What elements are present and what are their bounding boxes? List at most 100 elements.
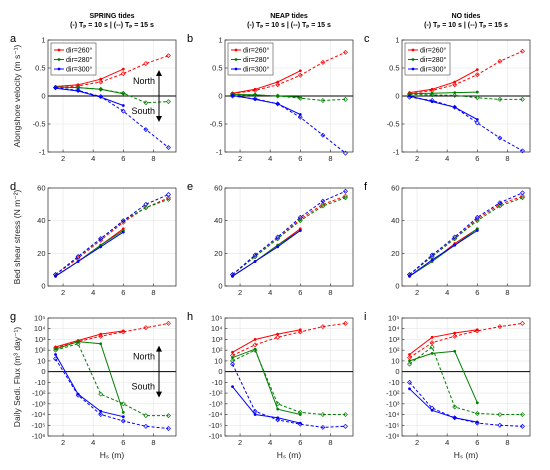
legend-label: dir=300° (420, 66, 447, 74)
tick-label-y: 20 (214, 249, 222, 258)
series-line-0 (232, 70, 301, 94)
north-label: North (133, 352, 155, 362)
panel-letter: e (187, 181, 193, 193)
legend-label: dir=280° (243, 56, 270, 64)
tick-label-y: 10³ (212, 335, 223, 344)
x-axis-label: Hₛ (m) (454, 450, 479, 460)
data-point (54, 353, 57, 356)
tick-label-x: 4 (268, 154, 272, 163)
series-line-3 (232, 197, 346, 275)
data-point (297, 409, 303, 415)
tick-label-y: 10⁵ (34, 314, 45, 323)
north-label: North (133, 76, 155, 86)
data-point (275, 93, 281, 99)
legend-label: dir=260° (66, 47, 93, 55)
tick-label-x: 6 (298, 288, 302, 297)
tick-label-y: 0 (218, 92, 222, 101)
tick-label-y: 10³ (389, 335, 400, 344)
data-point (430, 87, 434, 91)
panel-letter: b (187, 33, 193, 45)
data-point (143, 413, 149, 419)
data-point (452, 104, 458, 110)
data-point (120, 90, 126, 96)
data-point (429, 98, 435, 103)
data-point (76, 260, 80, 263)
data-point (252, 408, 258, 414)
data-point (342, 423, 348, 429)
tick-label-x: 6 (475, 154, 479, 163)
data-point (120, 329, 126, 335)
data-point (165, 413, 171, 419)
data-point (452, 333, 458, 339)
data-point (408, 94, 411, 98)
legend-marker (57, 48, 61, 52)
data-point (320, 424, 326, 430)
data-point (165, 426, 171, 431)
tick-label-y: -0.5 (33, 120, 46, 129)
tick-label-x: 8 (505, 154, 509, 163)
tick-label-y: 0 (395, 367, 399, 376)
data-point (230, 353, 236, 359)
data-point (253, 413, 257, 416)
data-point (121, 104, 125, 107)
series-line-0 (409, 69, 478, 94)
data-point (342, 195, 348, 201)
series-line-3 (409, 197, 523, 275)
legend-label: dir=280° (420, 56, 447, 64)
data-point (230, 358, 236, 364)
data-point (519, 412, 525, 418)
data-point (230, 361, 236, 367)
data-point (320, 198, 326, 204)
data-point (75, 254, 81, 260)
tick-label-y: 40 (391, 216, 399, 225)
y-axis-label: Bed shear stress (N m⁻²) (12, 189, 22, 284)
panel-a: -1 -0.5 0 0.5 1 2 4 6 8 a SPRING tides (-) Tₚ = 10 … (10, 13, 177, 163)
tick-label-y: 0 (41, 92, 45, 101)
panel-title: NEAP tides (270, 13, 308, 20)
data-point (252, 87, 258, 93)
data-point (430, 335, 434, 339)
series-line-3 (232, 349, 346, 415)
tick-label-y: 10⁵ (388, 314, 399, 323)
tick-label-y: 0 (395, 92, 399, 101)
tick-label-x: 2 (238, 154, 242, 163)
series-line-1 (409, 50, 523, 95)
tick-label-y: -10² (386, 389, 400, 398)
tick-label-y: 0.5 (212, 64, 222, 73)
data-point (297, 214, 303, 220)
tick-label-y: 40 (37, 216, 45, 225)
tick-label-x: 8 (151, 438, 155, 447)
tick-label-y: -1 (39, 148, 46, 157)
tick-label-x: 4 (268, 438, 272, 447)
data-point (253, 338, 257, 341)
data-point (452, 404, 458, 410)
series-line-1 (232, 322, 346, 356)
x-axis-label: Hₛ (m) (100, 450, 125, 460)
data-point (276, 245, 280, 249)
data-point (320, 132, 326, 138)
series-line-4 (55, 87, 124, 106)
data-point (474, 72, 480, 78)
tick-label-x: 4 (91, 154, 95, 163)
tick-label-x: 4 (445, 288, 449, 297)
tick-label-x: 6 (475, 438, 479, 447)
tick-label-y: 0 (41, 367, 45, 376)
data-point (452, 415, 458, 421)
data-point (519, 320, 525, 326)
legend-label: dir=300° (66, 66, 93, 74)
series-line-4 (409, 230, 478, 277)
data-point (429, 87, 435, 93)
data-point (253, 87, 257, 91)
data-point (276, 80, 280, 84)
data-point (75, 392, 81, 398)
data-point (407, 94, 413, 100)
tick-label-y: 10⁴ (388, 324, 400, 333)
series-line-0 (232, 329, 301, 353)
tick-label-x: 2 (415, 154, 419, 163)
tick-label-x: 2 (238, 288, 242, 297)
tick-label-y: -10³ (386, 399, 400, 408)
tick-label-x: 4 (91, 438, 95, 447)
tick-label-x: 4 (445, 154, 449, 163)
series-line-4 (55, 231, 124, 277)
